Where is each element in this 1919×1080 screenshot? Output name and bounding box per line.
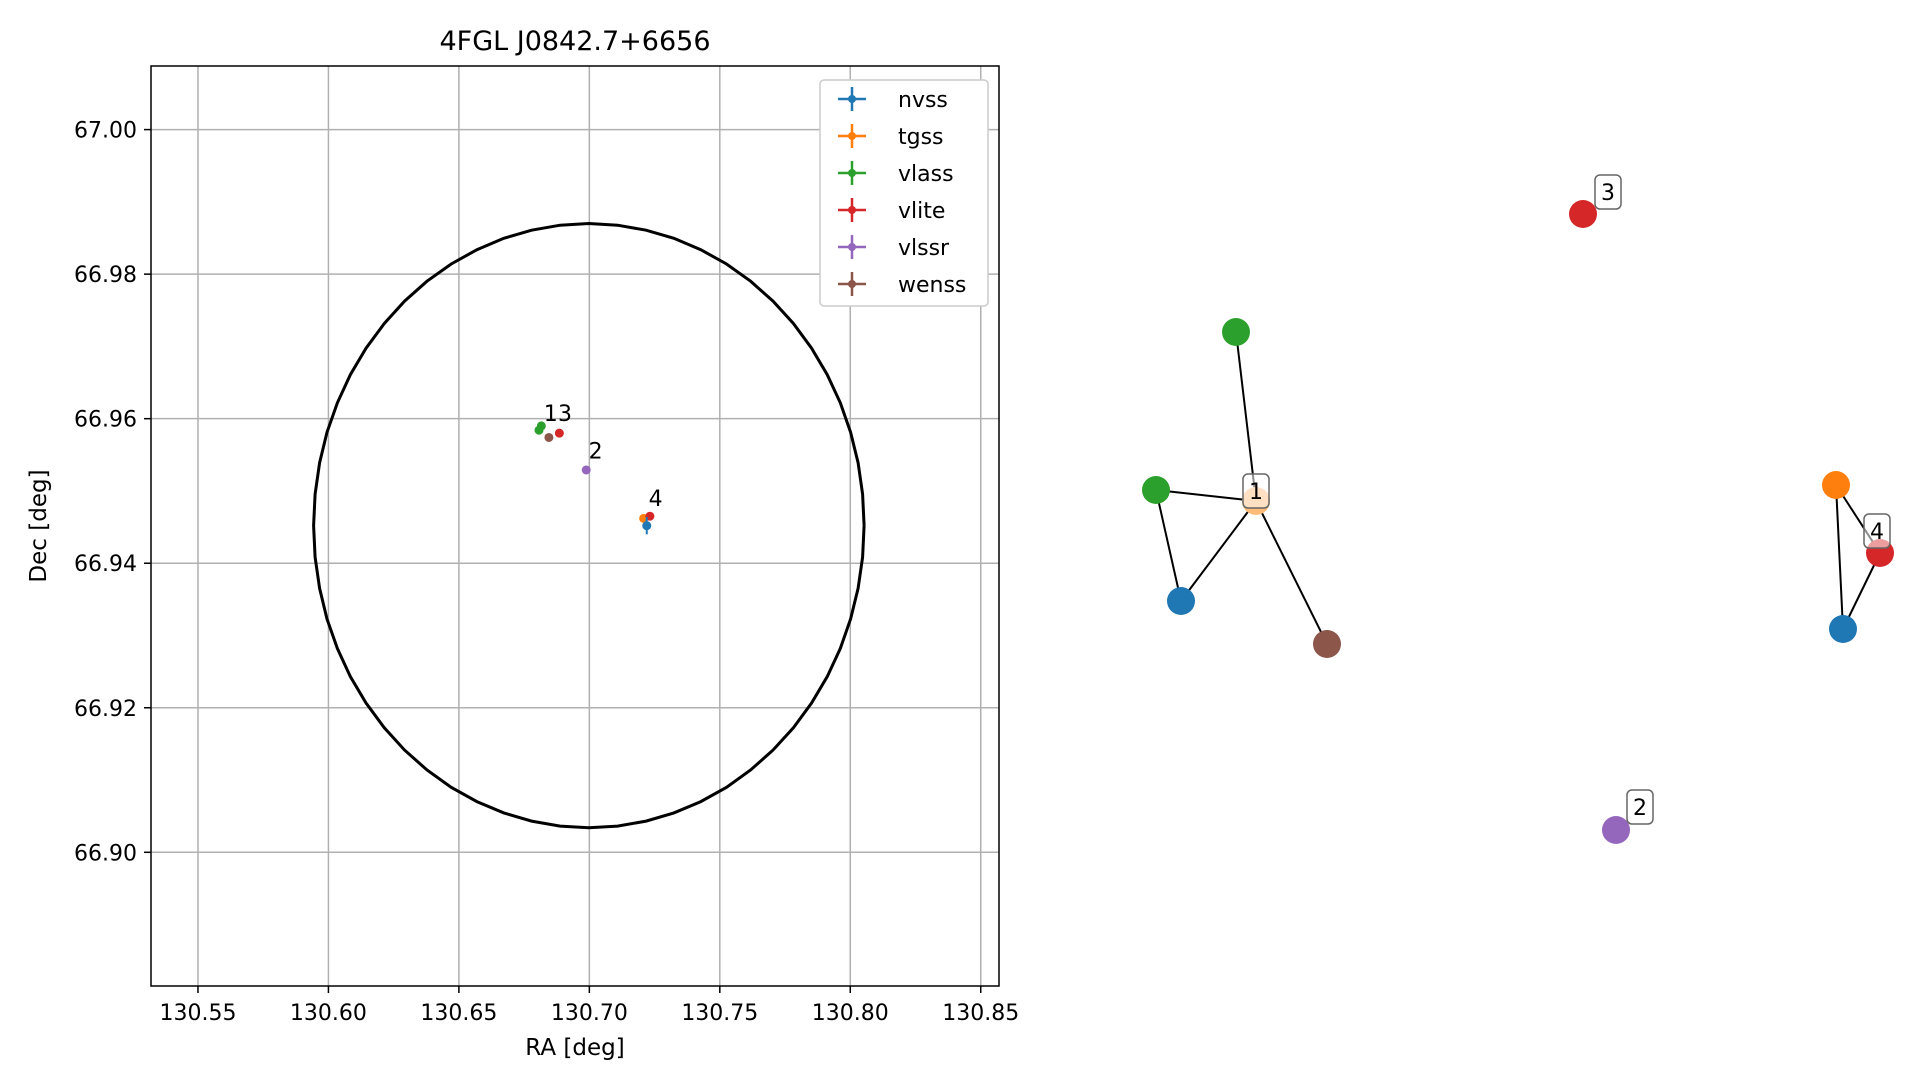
legend-marker-dot-vlass <box>848 169 856 177</box>
x-ticks: 130.55 130.60 130.65 130.70 130.75 130.80 130.… <box>159 986 1019 1026</box>
legend-label-vlass: vlass <box>898 162 954 187</box>
point-nvss <box>642 521 652 531</box>
group-label-4: 4 <box>649 487 663 512</box>
network-edges <box>1155 331 1881 645</box>
node-label-box <box>1626 789 1654 825</box>
network-graph: 1 3 2 4 <box>1142 174 1894 844</box>
legend-label-vlssr: vlssr <box>898 236 950 261</box>
legend: nvss tgss vlass vlite vlssr wenss <box>819 79 989 307</box>
node-label-box <box>1863 513 1891 549</box>
plot-frame <box>150 65 1000 987</box>
x-tick-label: 130.85 <box>942 1001 1019 1026</box>
y-tick-label: 66.92 <box>74 697 137 722</box>
legend-label-tgss: tgss <box>898 125 944 150</box>
group-labels: 1 32 4 <box>544 402 663 512</box>
legend-marker-dot-vlssr <box>848 243 856 251</box>
localization-ellipse <box>312 221 866 830</box>
group-label-2: 2 <box>589 439 603 464</box>
x-tick-label: 130.60 <box>290 1001 367 1026</box>
node-vlass <box>1142 476 1170 504</box>
point-vlite <box>554 428 564 438</box>
point-wenss <box>544 432 554 442</box>
scatter-plot: 1 32 4 130.55 130.60 130.65 130.70 130.75 130.8… <box>26 26 1019 1061</box>
edge-b-c <box>1155 489 1257 502</box>
legend-label-wenss: wenss <box>898 273 966 298</box>
x-tick-label: 130.80 <box>812 1001 889 1026</box>
legend-label-nvss: nvss <box>898 88 948 113</box>
x-tick-label: 130.70 <box>551 1001 628 1026</box>
edge-b-d <box>1155 489 1182 602</box>
node-tgss <box>1822 471 1850 499</box>
x-tick-label: 130.65 <box>420 1001 497 1026</box>
node-label-3: 3 <box>1601 181 1615 206</box>
x-tick-label: 130.75 <box>681 1001 758 1026</box>
y-axis-label: Dec [deg] <box>26 469 52 582</box>
node-nvss <box>1167 587 1195 615</box>
node-vlass <box>1222 318 1250 346</box>
survey-points <box>534 421 655 535</box>
y-tick-label: 66.96 <box>74 408 137 433</box>
node-vlssr <box>1602 816 1630 844</box>
x-axis-label: RA [deg] <box>525 1035 624 1061</box>
network-labels: 1 3 2 4 <box>1242 174 1891 825</box>
node-label-box <box>1242 473 1270 509</box>
edge-i-j <box>1842 552 1881 630</box>
node-wenss <box>1313 630 1341 658</box>
y-tick-label: 66.98 <box>74 263 137 288</box>
y-tick-label: 66.90 <box>74 841 137 866</box>
legend-marker-dot-vlite <box>848 206 856 214</box>
group-label-3: 3 <box>558 402 572 427</box>
edge-h-j <box>1835 484 1844 630</box>
edge-c-e <box>1255 500 1328 645</box>
y-tick-label: 67.00 <box>74 119 137 144</box>
legend-marker-dot-wenss <box>848 280 856 288</box>
chart-title: 4FGL J0842.7+6656 <box>439 26 710 57</box>
point-vlssr <box>581 465 591 475</box>
group-label-1: 1 <box>544 402 558 427</box>
node-nvss <box>1829 615 1857 643</box>
legend-marker-dot-nvss <box>848 95 856 103</box>
edge-a-c <box>1235 331 1257 502</box>
point-vlass <box>536 421 546 431</box>
y-tick-label: 66.94 <box>74 552 137 577</box>
legend-label-vlite: vlite <box>898 199 945 224</box>
node-vlite <box>1569 200 1597 228</box>
legend-marker-dot-tgss <box>848 132 856 140</box>
node-label-box <box>1594 174 1622 210</box>
network-nodes <box>1142 200 1894 844</box>
x-tick-label: 130.55 <box>159 1001 236 1026</box>
y-ticks: 66.90 66.92 66.94 66.96 66.98 67.00 <box>74 119 151 866</box>
node-label-4: 4 <box>1870 520 1884 545</box>
node-label-1: 1 <box>1249 480 1263 505</box>
edge-d-c <box>1180 500 1257 602</box>
node-label-2: 2 <box>1633 796 1647 821</box>
